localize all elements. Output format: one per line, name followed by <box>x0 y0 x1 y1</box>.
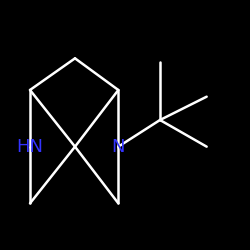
Text: N: N <box>112 138 125 156</box>
Text: HN: HN <box>16 138 44 156</box>
